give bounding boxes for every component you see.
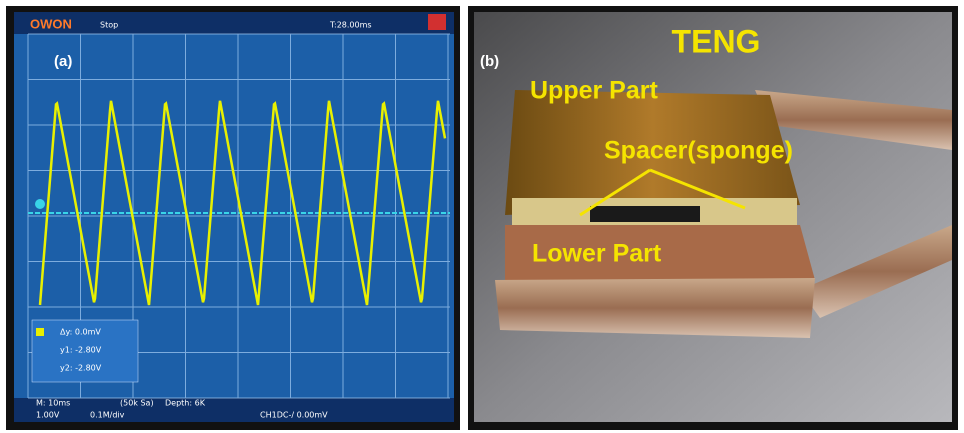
annotation: Lower Part (532, 240, 662, 268)
panel-label: (a) (54, 53, 72, 70)
cursor-readout: Δy: 0.0mV (60, 328, 101, 337)
base-copper (495, 278, 815, 338)
scope-footer-text: (50k Sa) (120, 399, 154, 408)
scope-brand: OWON (30, 16, 72, 31)
scope-header (14, 12, 454, 34)
cursor-readout: y2: -2.80V (60, 364, 102, 373)
scope-footer-text: 1.00V (36, 411, 60, 420)
panel-b: (b) TENG Upper Part Spacer(sponge) Lower… (468, 6, 958, 430)
figure: Δy: 0.0mV y1: -2.80V y2: -2.80V OWON Sto… (0, 0, 964, 433)
scope-timebase: T:28.00ms (329, 21, 372, 30)
scope-footer (14, 398, 454, 422)
annotation: Spacer(sponge) (604, 137, 793, 165)
panel-label: (b) (480, 53, 499, 70)
spacer-gap (590, 206, 700, 222)
scope-footer-text: Depth: 6K (165, 399, 206, 408)
channel-marker (35, 199, 45, 209)
scope-battery (428, 14, 446, 30)
scope-status: Stop (100, 21, 118, 30)
cursor-swatch (36, 328, 44, 336)
cursor-readout: y1: -2.80V (60, 346, 102, 355)
scope-footer-text: M: 10ms (36, 399, 70, 408)
scope-footer-text: CH1DC-/ 0.00mV (260, 411, 328, 420)
annotation: Upper Part (530, 77, 658, 105)
panel-a: Δy: 0.0mV y1: -2.80V y2: -2.80V OWON Sto… (6, 6, 460, 430)
photo-title: TENG (672, 23, 761, 59)
scope-footer-text: 0.1M/div (90, 411, 125, 420)
